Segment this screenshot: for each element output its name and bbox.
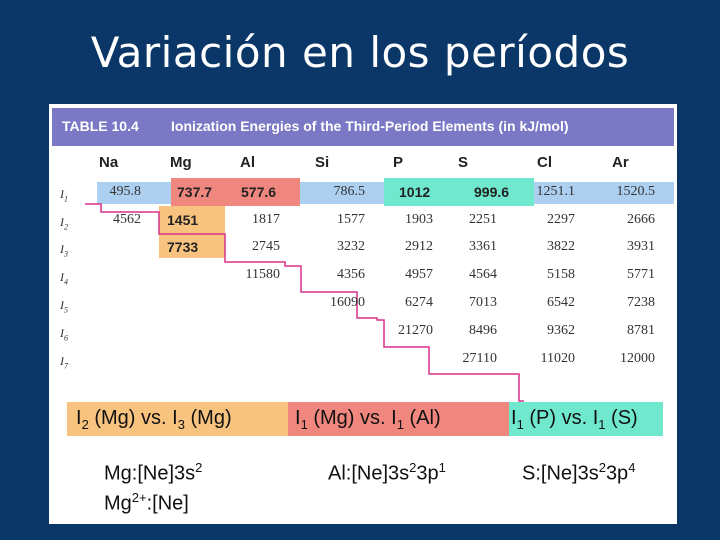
- col-header-al: Al: [240, 154, 255, 171]
- comparison-text-1: I2 (Mg) vs. I3 (Mg): [76, 407, 232, 432]
- table-header: TABLE 10.4 Ionization Energies of the Th…: [52, 108, 674, 146]
- table-cell: 27110: [462, 351, 497, 366]
- table-cell: 5158: [547, 267, 575, 282]
- table-cell: 7238: [627, 295, 655, 310]
- row-label-i7: I7: [60, 354, 68, 371]
- comparison-p-s-i1: [509, 402, 663, 436]
- table-cell: 2745: [252, 239, 280, 254]
- col-header-p: P: [393, 154, 404, 171]
- table-cell: 4562: [113, 212, 141, 227]
- row-label-i3: I3: [60, 242, 68, 259]
- table-cell: 1451: [167, 212, 199, 228]
- table-cell: 999.6: [474, 184, 510, 200]
- table-cell: 2912: [405, 239, 433, 254]
- table-cell: 786.5: [333, 184, 366, 199]
- table-cell: 7733: [167, 239, 199, 255]
- row-label-i5: I5: [60, 298, 68, 315]
- config-mg: Mg:[Ne]3s2: [104, 460, 203, 485]
- comparison-text-2: I1 (Mg) vs. I1 (Al): [295, 407, 441, 432]
- table-cell: 4957: [405, 267, 433, 282]
- col-header-mg: Mg: [170, 154, 192, 171]
- table-cell: 3232: [337, 239, 365, 254]
- table-cell: 1817: [252, 212, 280, 227]
- col-header-na: Na: [99, 154, 119, 171]
- col-header-cl: Cl: [537, 154, 552, 171]
- table-cell: 1012: [399, 184, 431, 200]
- table-cell: 1520.5: [616, 184, 656, 199]
- table-cell: 4356: [337, 267, 365, 282]
- table-cell: 3361: [469, 239, 497, 254]
- table-cell: 8781: [627, 323, 655, 338]
- comparison-mg-i2-i3: [67, 402, 288, 436]
- table-cell: 6274: [405, 295, 433, 310]
- config-s: S:[Ne]3s23p4: [522, 460, 636, 485]
- row-label-i1: I1: [60, 187, 68, 204]
- table-cell: 16090: [330, 295, 365, 310]
- table-cell: 7013: [469, 295, 497, 310]
- i1-blue-band: [97, 182, 171, 204]
- i1-blue-band-cl-ar: [534, 182, 674, 204]
- core-electron-boundary-line: [85, 203, 524, 402]
- table-cell: 2297: [547, 212, 575, 227]
- table-cell: 5771: [627, 267, 655, 282]
- table-cell: 11020: [540, 351, 575, 366]
- table-cell: 9362: [547, 323, 575, 338]
- table-cell: 4564: [469, 267, 497, 282]
- row-label-i4: I4: [60, 270, 68, 287]
- comparison-mg-al-i1: [288, 402, 509, 436]
- table-cell: 6542: [547, 295, 575, 310]
- comparison-text-3: I1 (P) vs. I1 (S): [511, 407, 638, 432]
- col-header-si: Si: [315, 154, 330, 171]
- table-cell: 1251.1: [536, 184, 576, 199]
- table-cell: 8496: [469, 323, 497, 338]
- p-s-i1-highlight: [384, 178, 534, 206]
- mg-al-i1-highlight: [171, 178, 300, 206]
- col-header-s: S: [458, 154, 469, 171]
- table-cell: 2251: [469, 212, 497, 227]
- table-cell: 11580: [245, 267, 280, 282]
- table-cell: 3822: [547, 239, 575, 254]
- table-panel: TABLE 10.4 Ionization Energies of the Th…: [49, 104, 677, 524]
- table-number: TABLE 10.4: [62, 118, 139, 134]
- table-cell: 737.7: [177, 184, 213, 200]
- table-cell: 1903: [405, 212, 433, 227]
- col-header-ar: Ar: [612, 154, 629, 171]
- table-cell: 21270: [398, 323, 433, 338]
- mg-i2-i3-highlight: [159, 206, 225, 258]
- row-label-i2: I2: [60, 215, 68, 232]
- table-cell: 495.8: [109, 184, 142, 199]
- i1-blue-band-si: [300, 182, 384, 204]
- table-cell: 577.6: [241, 184, 277, 200]
- table-cell: 2666: [627, 212, 655, 227]
- slide-title: Variación en los períodos: [90, 28, 630, 77]
- table-cell: 3931: [627, 239, 655, 254]
- table-cell: 12000: [620, 351, 655, 366]
- config-mg2plus: Mg2+:[Ne]: [104, 490, 189, 515]
- table-cell: 1577: [337, 212, 365, 227]
- config-al: Al:[Ne]3s23p1: [328, 460, 446, 485]
- table-title: Ionization Energies of the Third-Period …: [171, 118, 569, 134]
- row-label-i6: I6: [60, 326, 68, 343]
